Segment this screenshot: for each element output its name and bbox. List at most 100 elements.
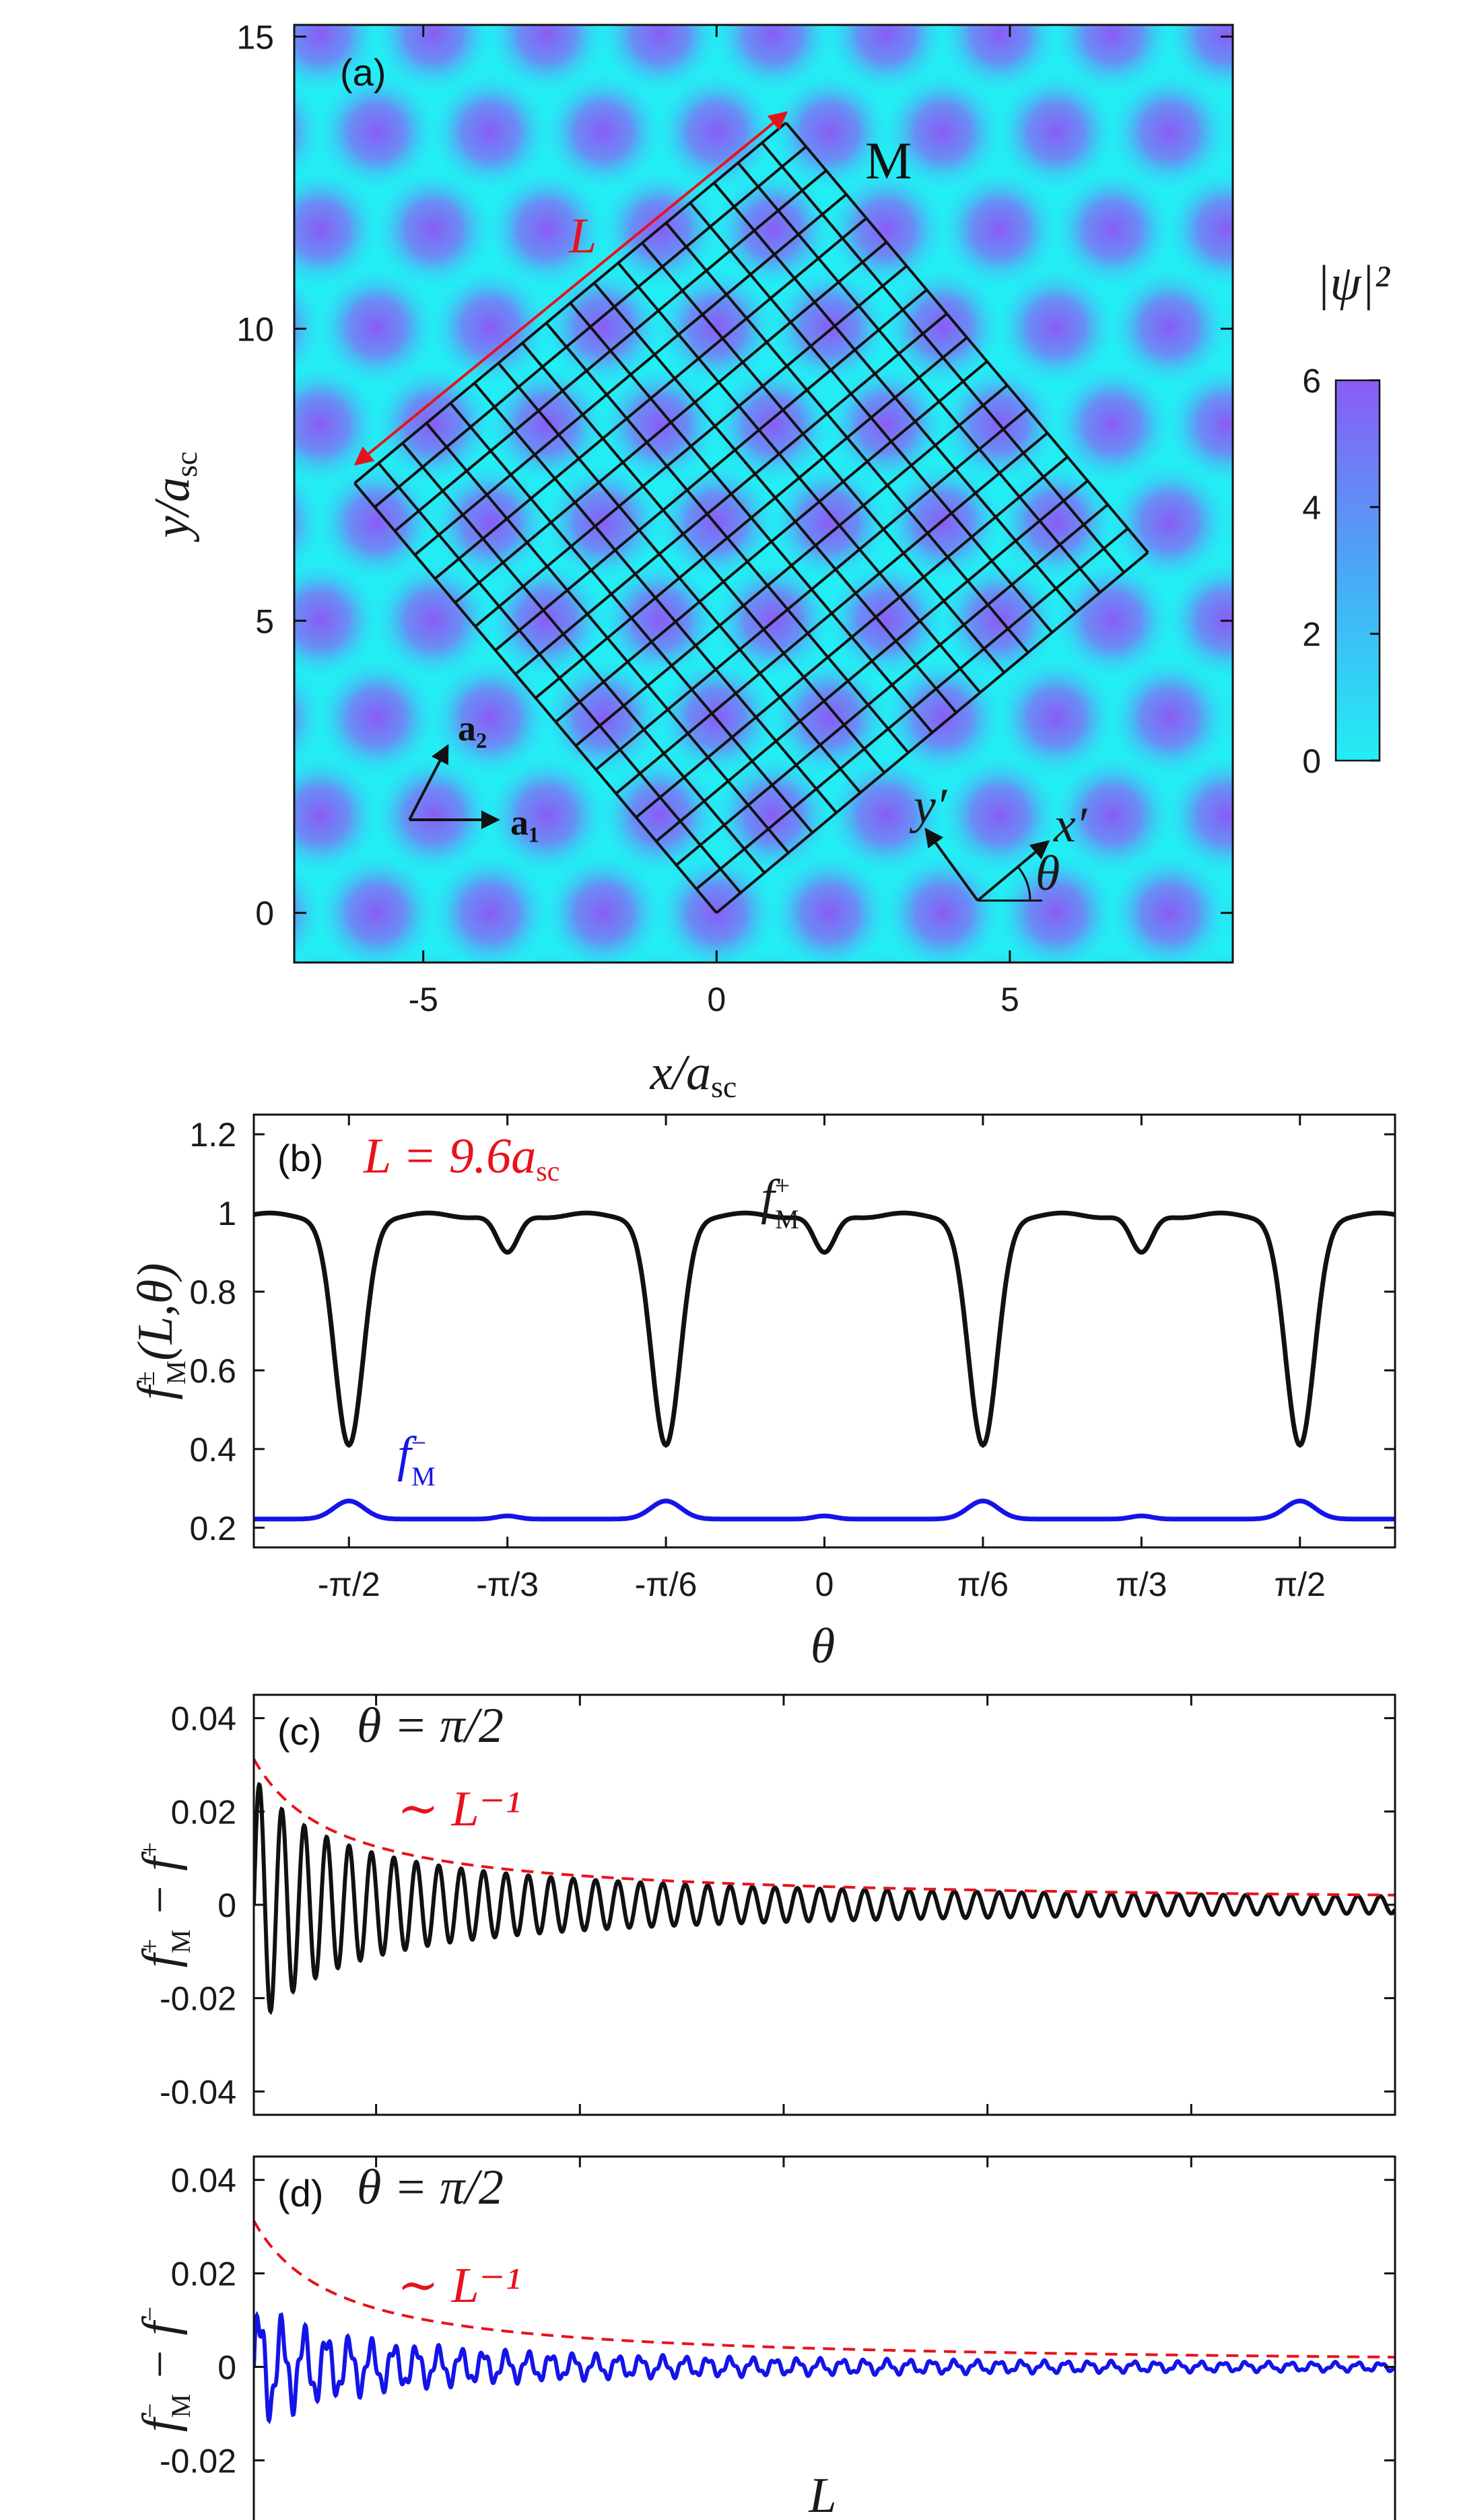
colorbar-gradient <box>1334 379 1381 762</box>
inverse-L-fit-line <box>254 1758 1395 1897</box>
density-peak <box>597 25 722 97</box>
density-peak <box>541 655 666 780</box>
panel-d-fit-label: ∼ L⁻¹ <box>397 2258 520 2313</box>
y-tick-label: 1.2 <box>189 1116 236 1154</box>
y-tick-label: 0.8 <box>189 1273 236 1311</box>
y-tick-label: 0 <box>217 2349 236 2387</box>
density-peak <box>371 25 496 97</box>
y-tick-label: -0.02 <box>160 2442 236 2480</box>
box-label: M <box>865 131 912 190</box>
x-tick-label: -π/6 <box>635 1566 698 1603</box>
colorbar-tick-label: 6 <box>1302 362 1321 400</box>
density-peak <box>1220 875 1233 950</box>
density-peak <box>294 77 327 186</box>
density-peak <box>428 850 553 963</box>
panel-d: 0.040.020-0.02-0.0420406080100120 (d) θ … <box>133 2155 1396 2520</box>
y-tick-label: 0.2 <box>189 1510 236 1547</box>
x-tick-label: -5 <box>408 981 438 1018</box>
y-tick-label: 0.04 <box>171 2162 236 2200</box>
density-peak <box>294 753 383 878</box>
y-tick-label: 0 <box>217 1887 236 1924</box>
density-peak <box>881 265 1006 390</box>
lattice-vectors: a₁ a₂ <box>408 708 539 843</box>
density-peak <box>1107 655 1232 780</box>
a2-arrow <box>408 744 449 820</box>
density-peak <box>824 167 949 292</box>
panel-d-ticks: 0.040.020-0.02-0.0420406080100120 <box>160 2157 1396 2480</box>
density-peak <box>767 850 892 963</box>
density-peak <box>541 460 666 585</box>
density-peak <box>371 557 496 682</box>
density-peak <box>733 948 813 963</box>
density-peak <box>1163 557 1233 682</box>
panel-c-ticks: 0.04 0.02 0 -0.02 -0.04 <box>160 1695 1396 2115</box>
density-peak <box>937 167 1062 292</box>
panel-c-plot <box>254 1758 1395 2015</box>
density-peak <box>294 948 360 963</box>
a-ylabel: y/asc <box>145 452 203 543</box>
colorbar-tick-label: 4 <box>1302 489 1321 526</box>
y-tick-label: 0.6 <box>189 1352 236 1390</box>
length-label: L <box>568 209 597 264</box>
theta-label: θ <box>1036 846 1060 901</box>
y-tick-label: 0.02 <box>171 1793 236 1831</box>
density-peak <box>294 663 327 772</box>
colorbar: 0 2 4 6 |ψ|² <box>1302 256 1390 780</box>
x-prime-label: x′ <box>1053 798 1088 853</box>
panel-b-plot <box>254 1210 1395 1522</box>
density-peak <box>1107 69 1232 195</box>
y-tick-label: 0.02 <box>171 2255 236 2293</box>
fplus-line <box>254 1210 1395 1448</box>
density-peak <box>1050 362 1176 487</box>
y-prime-label: y′ <box>909 779 948 834</box>
length-arrow <box>353 111 788 466</box>
panel-c: 0.04 0.02 0 -0.02 -0.04 (c) θ = π/2 ∼ L⁻¹ f+… <box>133 1693 1396 2116</box>
y-tick-label: -0.02 <box>160 1980 236 2018</box>
density-peak <box>824 557 949 682</box>
density-peak <box>767 69 892 195</box>
density-peak <box>371 753 496 878</box>
density-peak <box>994 69 1119 195</box>
colorbar-tick-label: 0 <box>1302 742 1321 780</box>
panel-d-plot <box>254 2220 1395 2424</box>
density-peak <box>484 25 609 97</box>
density-peak <box>1186 948 1233 963</box>
density-peak <box>994 265 1119 390</box>
density-peak <box>1050 25 1176 97</box>
density-peak <box>1163 362 1233 487</box>
y-tick-label: 1 <box>217 1195 236 1232</box>
density-peak <box>314 460 440 585</box>
density-peak <box>710 25 836 97</box>
x-tick-label: π/2 <box>1275 1566 1326 1603</box>
panel-d-label: (d) <box>277 2172 323 2214</box>
theta-arc <box>1017 866 1031 901</box>
density-peak <box>314 850 440 963</box>
panel-b-annotation: L = 9.6asc <box>363 1129 559 1187</box>
x-tick-label: 5 <box>1000 981 1019 1018</box>
panel-b-label: (b) <box>277 1137 323 1179</box>
y-tick-label: 15 <box>236 18 274 56</box>
density-peak <box>1220 94 1233 170</box>
b-xlabel: θ <box>811 1619 835 1674</box>
y-prime-arrow <box>924 827 979 902</box>
density-peak <box>507 948 586 963</box>
density-peak <box>654 850 779 963</box>
density-peak <box>1220 485 1233 560</box>
density-peak <box>1050 557 1176 682</box>
fminus-label: f− M <box>397 1427 436 1492</box>
grid-line <box>737 162 1101 594</box>
x-tick-label: 0 <box>815 1566 834 1603</box>
panel-c-label: (c) <box>277 1710 321 1753</box>
density-peak <box>294 273 327 382</box>
density-peak <box>881 850 1006 963</box>
panel-a: -5 0 5 0 5 10 15 (a) L M a₁ a₂ x′ y′ θ x/asc y… <box>145 18 1391 1104</box>
y-tick-label: 10 <box>236 310 274 348</box>
density-peak <box>1107 850 1232 963</box>
density-peak <box>1163 25 1233 97</box>
x-tick-label: -π/3 <box>476 1566 539 1603</box>
grid-line <box>761 141 1125 573</box>
d-ylabel: f−M − f− <box>133 2307 196 2432</box>
panel-b: -π/2 -π/3 -π/6 0 π/6 π/3 π/2 0.2 0.4 0.6 0.8 1 1.2 (… <box>128 1113 1396 1674</box>
a-xlabel: x/asc <box>650 1045 737 1104</box>
